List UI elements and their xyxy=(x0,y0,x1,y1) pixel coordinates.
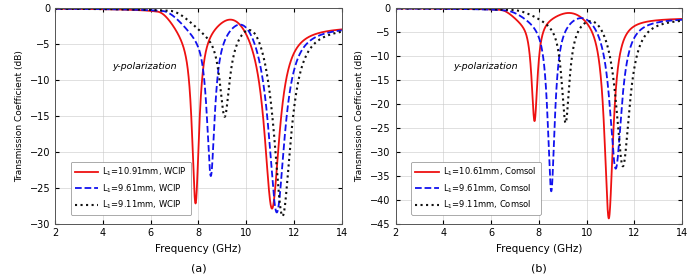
L$_1$=10.91mm, WCIP xyxy=(172,28,180,31)
L$_1$=9.61mm, Comsol xyxy=(547,190,555,193)
X-axis label: Frequency (GHz): Frequency (GHz) xyxy=(155,244,242,254)
L$_1$=10.91mm, WCIP xyxy=(174,32,182,35)
L$_1$=10.61mm, Comsol xyxy=(514,20,522,23)
L$_1$=10.91mm, WCIP xyxy=(329,29,337,32)
Line: L$_1$=10.91mm, WCIP: L$_1$=10.91mm, WCIP xyxy=(55,9,342,209)
L$_1$=9.61mm, Comsol xyxy=(669,19,677,22)
L$_1$=9.11mm, WCIP xyxy=(259,54,267,58)
L$_1$=10.91mm, WCIP xyxy=(268,207,276,210)
L$_1$=9.61mm, Comsol xyxy=(599,54,608,57)
Legend: L$_1$=10.91mm, WCIP, L$_1$=9.61mm, WCIP, L$_1$=9.11mm, WCIP: L$_1$=10.91mm, WCIP, L$_1$=9.61mm, WCIP,… xyxy=(71,162,192,215)
L$_1$=9.61mm, WCIP xyxy=(51,7,59,10)
L$_1$=9.11mm, Comsol xyxy=(678,19,686,22)
L$_1$=10.91mm, WCIP xyxy=(338,28,346,31)
L$_1$=9.61mm, Comsol xyxy=(678,18,686,22)
Text: (b): (b) xyxy=(531,263,546,273)
L$_1$=9.61mm, WCIP xyxy=(172,16,180,20)
L$_1$=9.61mm, Comsol xyxy=(655,20,664,24)
L$_1$=9.11mm, Comsol xyxy=(391,7,400,10)
L$_1$=9.11mm, Comsol xyxy=(619,164,627,168)
L$_1$=9.11mm, WCIP xyxy=(51,7,59,10)
L$_1$=9.11mm, Comsol xyxy=(514,9,522,12)
X-axis label: Frequency (GHz): Frequency (GHz) xyxy=(495,244,582,254)
L$_1$=10.61mm, Comsol xyxy=(528,80,536,83)
L$_1$=9.11mm, WCIP xyxy=(329,32,337,35)
Line: L$_1$=9.61mm, Comsol: L$_1$=9.61mm, Comsol xyxy=(395,9,682,191)
L$_1$=9.11mm, Comsol xyxy=(599,33,608,37)
L$_1$=10.61mm, Comsol xyxy=(599,119,608,122)
L$_1$=9.61mm, WCIP xyxy=(174,18,182,22)
L$_1$=9.11mm, Comsol xyxy=(528,14,536,17)
L$_1$=9.11mm, WCIP xyxy=(315,38,323,42)
L$_1$=9.61mm, WCIP xyxy=(329,30,337,33)
Legend: L$_1$=10.61mm, Comsol, L$_1$=9.61mm, Comsol, L$_1$=9.11mm, Comsol: L$_1$=10.61mm, Comsol, L$_1$=9.61mm, Com… xyxy=(411,162,541,215)
Text: y-polarization: y-polarization xyxy=(112,62,177,71)
Text: (a): (a) xyxy=(191,263,206,273)
Line: L$_1$=9.61mm, WCIP: L$_1$=9.61mm, WCIP xyxy=(55,9,342,213)
Line: L$_1$=9.11mm, WCIP: L$_1$=9.11mm, WCIP xyxy=(55,9,342,216)
Line: L$_1$=10.61mm, Comsol: L$_1$=10.61mm, Comsol xyxy=(395,9,682,218)
L$_1$=10.91mm, WCIP xyxy=(259,118,267,121)
L$_1$=9.61mm, Comsol xyxy=(514,13,522,16)
L$_1$=9.11mm, WCIP xyxy=(278,214,287,218)
L$_1$=10.91mm, WCIP xyxy=(315,31,323,35)
L$_1$=9.11mm, WCIP xyxy=(174,12,182,15)
L$_1$=9.61mm, WCIP xyxy=(273,211,281,214)
L$_1$=9.61mm, WCIP xyxy=(259,82,267,85)
Line: L$_1$=9.11mm, Comsol: L$_1$=9.11mm, Comsol xyxy=(395,9,682,166)
L$_1$=10.61mm, Comsol xyxy=(512,18,520,21)
L$_1$=9.61mm, Comsol xyxy=(512,12,520,15)
L$_1$=10.61mm, Comsol xyxy=(678,17,686,21)
L$_1$=10.61mm, Comsol xyxy=(391,7,400,10)
L$_1$=10.91mm, WCIP xyxy=(187,115,196,118)
Y-axis label: Transmission Coefficient (dB): Transmission Coefficient (dB) xyxy=(356,50,364,182)
L$_1$=9.11mm, WCIP xyxy=(338,30,346,33)
L$_1$=10.61mm, Comsol xyxy=(669,18,677,21)
L$_1$=9.11mm, Comsol xyxy=(669,20,677,23)
Y-axis label: Transmission Coefficient (dB): Transmission Coefficient (dB) xyxy=(15,50,24,182)
L$_1$=9.61mm, WCIP xyxy=(338,29,346,32)
L$_1$=9.61mm, Comsol xyxy=(528,23,536,27)
L$_1$=9.61mm, Comsol xyxy=(391,7,400,10)
L$_1$=9.11mm, Comsol xyxy=(512,9,520,12)
L$_1$=9.11mm, Comsol xyxy=(655,23,664,27)
L$_1$=10.91mm, WCIP xyxy=(51,7,59,10)
L$_1$=9.61mm, WCIP xyxy=(187,33,196,37)
L$_1$=10.61mm, Comsol xyxy=(655,18,664,22)
L$_1$=9.11mm, WCIP xyxy=(172,10,180,14)
L$_1$=9.61mm, WCIP xyxy=(315,34,323,37)
L$_1$=9.11mm, WCIP xyxy=(187,21,196,25)
Text: y-polarization: y-polarization xyxy=(453,62,517,71)
L$_1$=10.61mm, Comsol xyxy=(605,217,613,220)
